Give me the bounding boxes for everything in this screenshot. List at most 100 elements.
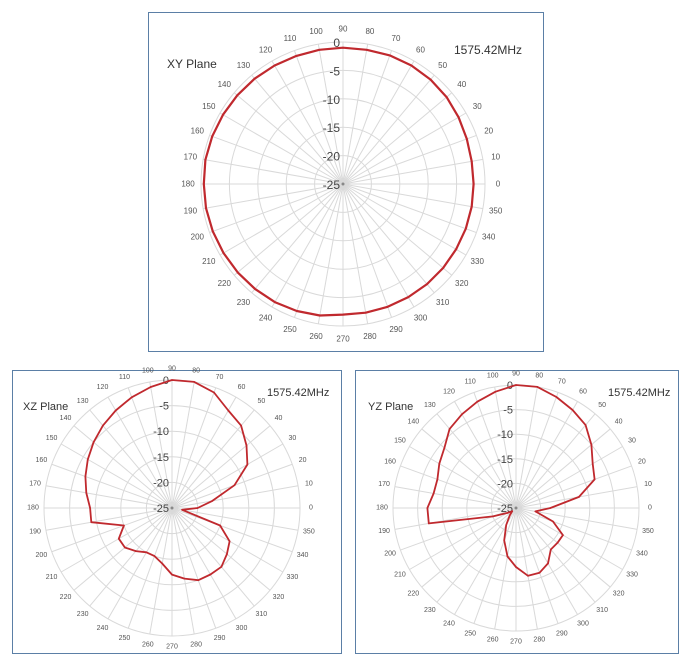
angle-tick-label: 280: [533, 636, 545, 643]
radial-tick-label: -10: [153, 426, 169, 438]
angle-tick-label: 0: [309, 505, 313, 512]
angle-tick-label: 10: [305, 480, 313, 487]
angle-tick-label: 20: [638, 459, 646, 466]
angle-tick-label: 320: [613, 591, 625, 598]
grid-spoke: [171, 507, 299, 531]
grid-spoke: [342, 183, 477, 234]
angle-tick-label: 310: [256, 611, 268, 618]
pattern-point: [461, 413, 463, 416]
pattern-point: [571, 409, 574, 411]
pattern-point: [227, 409, 230, 412]
pattern-point: [593, 478, 596, 481]
pattern-point: [426, 283, 428, 285]
angle-tick-label: 200: [36, 552, 48, 559]
yz-plane-chart: 0 10 20 30 40 50 60 70 80 90 100 110 120 130 140 150 160…: [355, 370, 679, 654]
angle-tick-label: 60: [416, 45, 425, 54]
pattern-point: [246, 463, 249, 466]
angle-tick-label: 350: [642, 528, 654, 535]
angle-tick-label: 200: [191, 233, 205, 242]
pattern-point: [442, 267, 444, 269]
pattern-point: [213, 391, 215, 394]
grid-spoke: [107, 396, 173, 509]
pattern-point: [562, 534, 564, 536]
pattern-point: [578, 496, 580, 498]
angle-tick-label: 170: [184, 153, 198, 162]
radial-tick-label: -15: [497, 454, 513, 466]
xy-plane-chart: 0 10 20 30 40 50 60 70 80 90 100 110 120 130 140 150 160…: [148, 12, 544, 352]
pattern-point: [236, 94, 239, 97]
grid-spoke: [409, 507, 517, 570]
angle-tick-label: 50: [438, 61, 447, 70]
grid-spoke: [203, 158, 344, 185]
pattern-point: [145, 551, 148, 554]
pattern-point: [436, 478, 439, 481]
angle-tick-label: 180: [181, 180, 195, 189]
angle-tick-label: 330: [471, 257, 485, 266]
angle-tick-label: 180: [376, 505, 388, 512]
angle-tick-label: 310: [596, 607, 608, 614]
radial-tick-label: -10: [323, 93, 341, 107]
grid-spoke: [251, 183, 344, 294]
grid-spoke: [107, 507, 173, 620]
grid-spoke: [171, 507, 271, 591]
angle-tick-label: 220: [60, 594, 72, 601]
angle-tick-label: 210: [394, 572, 406, 579]
grid-spoke: [515, 507, 559, 624]
angle-tick-label: 130: [237, 61, 251, 70]
angle-tick-label: 320: [273, 594, 285, 601]
grid-spoke: [394, 486, 517, 509]
pattern-point: [296, 310, 298, 312]
angle-tick-label: 90: [512, 371, 520, 378]
pattern-point: [233, 484, 236, 486]
grid-spoke: [494, 386, 517, 509]
pattern-point: [118, 537, 120, 540]
angle-tick-label: 80: [192, 368, 200, 375]
grid-spoke: [171, 381, 195, 509]
pattern-point: [114, 409, 117, 412]
pattern-point: [240, 424, 242, 427]
angle-tick-label: 120: [443, 388, 455, 395]
angle-tick-label: 190: [184, 206, 198, 215]
grid-spoke: [45, 507, 173, 531]
pattern-point: [226, 553, 228, 555]
grid-spoke: [342, 50, 393, 185]
angle-tick-label: 320: [455, 279, 469, 288]
pattern-point: [254, 288, 256, 290]
pattern-point: [245, 444, 248, 447]
grid-spoke: [171, 507, 255, 607]
grid-spoke: [515, 507, 538, 630]
angle-tick-label: 240: [443, 621, 455, 628]
grid-spoke: [171, 387, 217, 509]
pattern-point: [149, 386, 152, 388]
grid-spoke: [293, 183, 344, 318]
grid-spoke: [342, 183, 467, 256]
angle-tick-label: 220: [218, 279, 232, 288]
xz-plane-chart: 0 10 20 30 40 50 60 70 80 90 100 110 120 130 140 150 160…: [12, 366, 342, 654]
radial-tick-label: -20: [497, 478, 513, 490]
radial-tick-label: -5: [329, 64, 340, 78]
angle-tick-label: 60: [579, 388, 587, 395]
grid-spoke: [400, 465, 517, 509]
pattern-point: [556, 542, 559, 544]
pattern-point: [153, 555, 156, 557]
angle-tick-label: 100: [487, 373, 499, 380]
grid-spoke: [409, 446, 517, 509]
grid-spoke: [233, 92, 344, 185]
grid-spoke: [171, 396, 237, 509]
grid-spoke: [515, 401, 578, 509]
angle-tick-label: 90: [168, 366, 176, 373]
pattern-point: [183, 577, 186, 580]
pattern-point: [457, 116, 460, 119]
angle-tick-label: 30: [628, 438, 636, 445]
angle-tick-label: 160: [384, 459, 396, 466]
grid-spoke: [515, 386, 538, 509]
pattern-point: [426, 507, 429, 509]
angle-tick-label: 230: [424, 607, 436, 614]
angle-tick-label: 290: [556, 630, 568, 637]
grid-spoke: [342, 44, 369, 185]
angle-tick-label: 40: [275, 415, 283, 422]
grid-spoke: [73, 507, 173, 591]
angle-tick-label: 110: [284, 34, 297, 43]
angle-tick-label: 340: [297, 552, 309, 559]
grid-spoke: [342, 183, 415, 308]
